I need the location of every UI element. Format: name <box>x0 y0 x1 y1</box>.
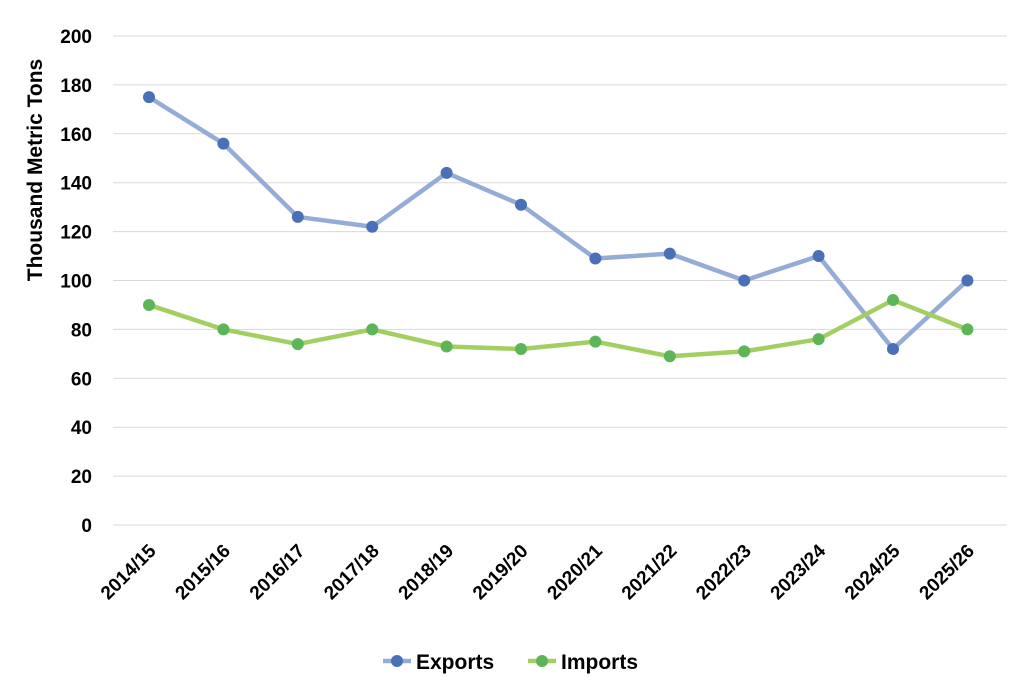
imports-point <box>440 340 453 353</box>
imports-point <box>217 323 230 336</box>
exports-point <box>961 274 974 287</box>
series-layer <box>143 91 974 363</box>
x-tick-label: 2016/17 <box>246 541 309 604</box>
x-tick-label: 2024/25 <box>841 540 905 604</box>
y-tick-label: 40 <box>71 418 92 439</box>
legend-label-exports: Exports <box>416 651 494 674</box>
exports-point <box>440 166 453 179</box>
exports-point <box>812 250 825 263</box>
exports-point <box>738 274 751 287</box>
y-tick-label: 80 <box>71 320 92 341</box>
imports-point <box>589 335 602 348</box>
series-imports <box>143 294 974 363</box>
imports-point <box>366 323 379 336</box>
exports-point <box>663 247 676 260</box>
x-tick-label: 2025/26 <box>916 541 979 604</box>
imports-point <box>738 345 751 358</box>
exports-point <box>291 210 304 223</box>
imports-point <box>515 342 527 355</box>
y-axis-tick-labels: 0 20 40 60 80 100 120 140 160 180 200 <box>60 27 92 537</box>
x-tick-label: 2023/24 <box>767 540 831 604</box>
exports-point <box>887 342 899 355</box>
imports-point <box>812 333 825 346</box>
imports-line <box>146 297 970 359</box>
series-exports <box>143 91 974 355</box>
x-tick-label: 2021/22 <box>618 541 681 604</box>
imports-point <box>291 338 304 351</box>
legend[interactable]: Exports Imports <box>383 651 638 674</box>
imports-point <box>143 298 155 311</box>
y-tick-label: 100 <box>60 272 92 293</box>
imports-point <box>887 294 899 307</box>
exports-point <box>217 137 230 150</box>
imports-point <box>663 350 676 363</box>
legend-item-imports[interactable]: Imports <box>528 651 638 674</box>
exports-point <box>589 252 602 265</box>
legend-marker-imports <box>536 655 548 667</box>
gridlines <box>113 35 1007 526</box>
exports-point <box>143 91 155 104</box>
y-tick-label: 0 <box>81 516 92 537</box>
y-tick-label: 160 <box>60 125 92 146</box>
x-tick-label: 2015/16 <box>172 541 235 604</box>
y-tick-label: 60 <box>71 369 92 390</box>
x-tick-label: 2019/20 <box>469 541 532 604</box>
y-tick-label: 140 <box>60 174 92 195</box>
legend-marker-exports <box>391 655 403 667</box>
x-axis-tick-labels: 2014/15 2015/16 2016/17 2017/18 2018/19 2019/… <box>97 540 979 604</box>
x-tick-label: 2018/19 <box>395 541 458 604</box>
y-tick-label: 120 <box>60 223 92 244</box>
legend-item-exports[interactable]: Exports <box>383 651 494 674</box>
exports-point <box>366 220 379 233</box>
y-tick-label: 180 <box>60 76 92 97</box>
x-tick-label: 2014/15 <box>97 540 161 604</box>
y-axis-title: Thousand Metric Tons <box>24 59 47 281</box>
x-tick-label: 2022/23 <box>692 541 755 604</box>
exports-point <box>515 198 527 211</box>
exports-line <box>146 94 970 352</box>
y-tick-label: 200 <box>60 27 92 48</box>
y-tick-label: 20 <box>71 467 92 488</box>
x-tick-label: 2017/18 <box>320 541 383 604</box>
legend-label-imports: Imports <box>561 651 638 674</box>
x-tick-label: 2020/21 <box>544 540 608 604</box>
imports-point <box>961 323 974 336</box>
